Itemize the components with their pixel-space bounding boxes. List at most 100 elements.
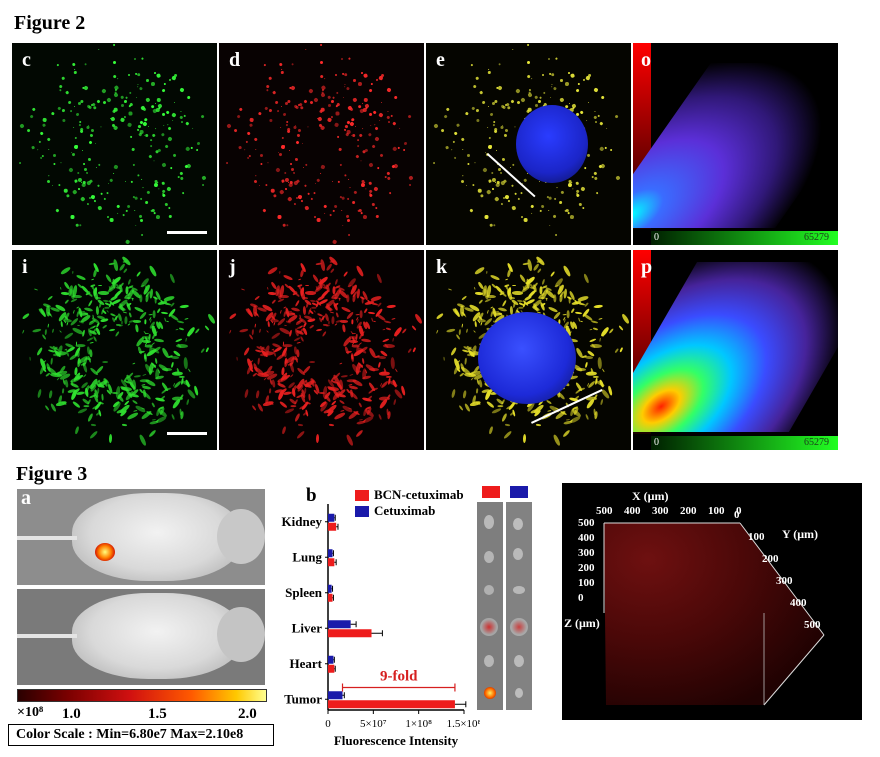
fluorescent-speck [46, 179, 51, 184]
fluorescent-speck [88, 140, 93, 145]
fluorescent-speck [502, 429, 512, 439]
fluorescent-speck [293, 202, 296, 205]
fluorescent-speck [382, 328, 386, 331]
fluorescent-speck [592, 408, 596, 416]
mouse-body [72, 593, 242, 679]
fluorescent-speck [275, 167, 282, 174]
fluorescent-speck [272, 342, 282, 349]
fluorescent-speck [295, 197, 299, 200]
fluorescent-speck [531, 77, 533, 79]
fluorescent-speck [302, 306, 306, 316]
fluorescent-speck [537, 99, 541, 103]
fluorescent-speck [601, 368, 605, 373]
fluorescent-speck [453, 156, 457, 160]
fluorescent-speck [340, 57, 344, 61]
fluorescent-speck [94, 142, 96, 145]
fluorescent-speck [132, 399, 138, 404]
fluorescent-speck [451, 148, 453, 151]
fluorescent-speck [50, 111, 55, 117]
fluorescent-speck [440, 129, 445, 133]
fluorescent-speck [75, 223, 79, 227]
fluorescent-speck [52, 328, 55, 333]
fluorescent-speck [321, 84, 327, 90]
fluorescent-speck [580, 186, 586, 192]
fluorescent-speck [598, 337, 601, 342]
fluorescent-speck [292, 171, 296, 175]
fluorescent-speck [311, 306, 317, 309]
fluorescent-speck [44, 405, 51, 412]
fluorescent-speck [249, 123, 254, 127]
fluorescent-speck [552, 433, 561, 446]
fluorescent-speck [445, 145, 450, 150]
y-axis-label: Y (μm) [782, 527, 819, 541]
fluorescent-speck [81, 362, 88, 374]
scatter-axis-max: 65279 [804, 437, 829, 448]
fluorescent-speck [80, 196, 86, 202]
fluorescent-speck [387, 111, 389, 113]
fluorescent-speck [113, 164, 119, 170]
fluorescent-speck [53, 162, 56, 166]
fluorescent-speck [136, 271, 142, 277]
fluorescent-speck [279, 62, 284, 67]
fluorescent-speck [163, 125, 165, 127]
fluorescent-speck [323, 212, 326, 215]
fluorescent-speck [129, 312, 133, 318]
fluorescent-speck [408, 174, 415, 181]
fluorescent-speck [621, 312, 631, 325]
fluorescent-speck [283, 112, 287, 117]
fluorescent-speck [96, 387, 99, 394]
fluorescent-speck [121, 321, 123, 325]
fluorescent-speck [450, 389, 456, 399]
fluorescent-speck [479, 379, 484, 388]
fluorescent-speck [207, 312, 217, 325]
fluorescent-speck [179, 327, 185, 331]
fluorescent-speck [91, 424, 97, 427]
fluorescent-speck [343, 72, 348, 77]
fluorescent-speck [297, 128, 302, 132]
fluorescent-speck [308, 393, 312, 401]
fluorescent-speck [161, 181, 166, 186]
fluorescent-speck [42, 123, 47, 127]
fluorescent-speck [144, 200, 149, 204]
cell-strip-red [477, 502, 503, 710]
fluorescent-speck [280, 68, 283, 71]
fluorescent-speck [293, 180, 299, 186]
fluorescent-speck [597, 317, 603, 320]
fluorescent-speck [289, 149, 291, 152]
fluorescent-speck [169, 214, 173, 218]
fluorescent-speck [502, 197, 506, 200]
fluorescent-speck [497, 85, 503, 91]
fluorescent-speck [36, 389, 42, 399]
fluorescent-speck [328, 103, 332, 108]
fluorescent-speck [367, 132, 373, 137]
fluorescent-speck [337, 102, 341, 106]
fluorescent-speck [383, 343, 396, 348]
fluorescent-speck [334, 74, 337, 76]
fluorescent-speck [65, 90, 70, 94]
fluorescent-speck [130, 102, 134, 106]
x-axis-title: Fluorescence Intensity [334, 733, 459, 748]
fluorescent-speck [264, 106, 269, 111]
mouse-image-top: a [17, 489, 265, 585]
fluorescent-speck [543, 91, 547, 96]
fluorescent-speck [472, 84, 477, 89]
fluorescent-speck [516, 100, 521, 105]
fluorescent-speck [170, 361, 174, 369]
fluorescent-speck [128, 111, 133, 116]
fluorescent-speck [264, 184, 268, 187]
fluorescent-speck [346, 218, 351, 222]
fluorescent-speck [361, 102, 364, 104]
fluorescent-speck [330, 268, 336, 274]
fluorescent-speck [577, 82, 580, 85]
x-tick-label: 500 [596, 505, 613, 517]
fluorescent-speck [585, 413, 590, 420]
fluorescent-speck [71, 270, 74, 275]
fluorescent-speck [381, 338, 390, 343]
category-label: Lung [292, 549, 322, 564]
fluorescent-speck [87, 157, 91, 161]
fluorescent-speck [331, 181, 333, 183]
fluorescent-speck [558, 200, 563, 204]
fluorescent-speck [180, 111, 182, 113]
cell-image-liver [480, 618, 498, 636]
fluorescent-speck [95, 166, 98, 169]
